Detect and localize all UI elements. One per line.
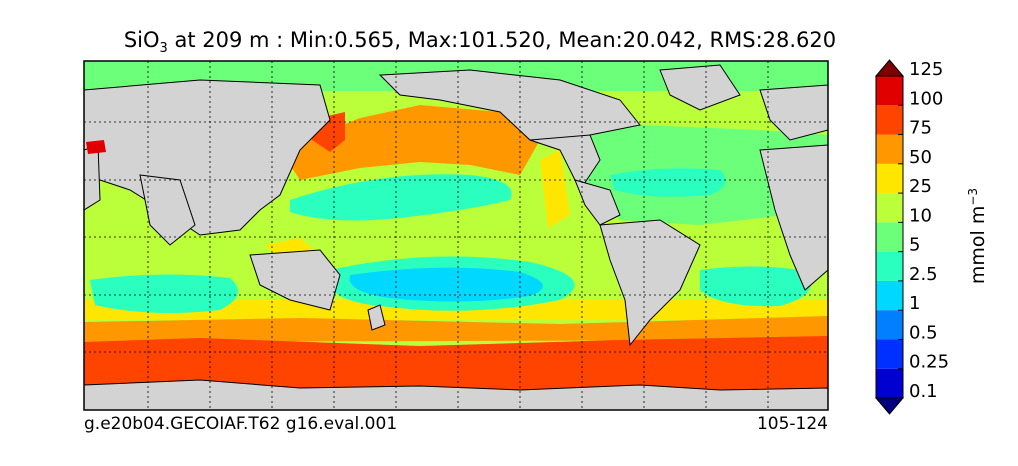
colorbar-bin <box>876 251 903 281</box>
south-indian-gyre <box>90 274 238 314</box>
footer-years: 105-124 <box>756 414 828 434</box>
map-panel <box>84 61 828 410</box>
chart-title: SiO3 at 209 m : Min:0.565, Max:101.520, … <box>0 28 960 56</box>
colorbar-tick-label: 125 <box>909 59 943 80</box>
colorbar-extend-under <box>874 397 905 415</box>
land-africa <box>759 144 828 291</box>
eastern-pacific-upwelling <box>540 150 570 228</box>
colorbar-label: mmol m−3 <box>966 188 989 284</box>
north-pacific-subarctic <box>280 105 540 180</box>
colorbar-bin <box>876 163 903 194</box>
colorbar-bin <box>876 76 903 106</box>
colorbar-extend-over <box>874 59 905 77</box>
colorbar-bin <box>876 134 903 164</box>
colorbar-tick-label: 0.25 <box>909 352 949 373</box>
title-variable: SiO <box>123 28 160 52</box>
colorbar-bin <box>876 368 903 398</box>
south-atlantic-gyre <box>700 266 812 307</box>
colorbar-bin <box>876 339 903 369</box>
colorbar-frame <box>875 75 904 399</box>
land-europe <box>759 84 828 141</box>
colorbar-tick-label: 50 <box>909 147 932 168</box>
land-south-america <box>599 219 701 347</box>
colorbar-tick-label: 10 <box>909 205 932 226</box>
land-central-america <box>574 179 621 226</box>
footer-run-id: g.e20b04.GECOIAF.T62 g16.eval.001 <box>84 414 398 434</box>
title-stats: at 209 m : Min:0.565, Max:101.520, Mean:… <box>167 28 837 52</box>
colorbar-bin <box>876 222 903 252</box>
south-pacific-gyre-core <box>349 267 543 302</box>
map-grid <box>84 61 828 410</box>
colorbar-tick-label: 0.1 <box>909 381 938 402</box>
colorbar-tick-label: 5 <box>909 235 920 256</box>
colorbar-tick-label: 2.5 <box>909 264 938 285</box>
colorbar-tick-label: 25 <box>909 176 932 197</box>
map-frame <box>83 60 829 411</box>
north-pacific-gyre <box>290 174 512 221</box>
colorbar-bin <box>876 310 903 340</box>
title-variable-subscript: 3 <box>159 41 168 57</box>
land-africa-east-edge <box>84 144 101 211</box>
colorbar-tick-label: 75 <box>909 118 932 139</box>
colorbar-bin <box>876 105 903 135</box>
colorbar-bin <box>876 193 903 223</box>
land-new-zealand <box>367 304 386 331</box>
land-antarctica <box>84 379 828 410</box>
red-sea-high <box>86 140 106 154</box>
colorbar-bin <box>876 280 903 311</box>
colorbar-tick-label: 1 <box>909 293 920 314</box>
land-greenland <box>659 64 741 111</box>
land <box>84 64 828 410</box>
land-australia <box>249 249 341 311</box>
colorbar-label-base: mmol m <box>967 206 989 284</box>
colorbar-label-exponent: −3 <box>966 188 980 206</box>
land-north-america-west <box>529 134 601 191</box>
colorbar-tick-label: 0.5 <box>909 322 938 343</box>
colorbar: 0.1 0.25 0.5 1 2.5 5 10 25 50 75 100 125 <box>874 59 949 415</box>
colorbar-tick-label: 100 <box>909 88 943 109</box>
north-atlantic-gyre <box>610 168 726 197</box>
